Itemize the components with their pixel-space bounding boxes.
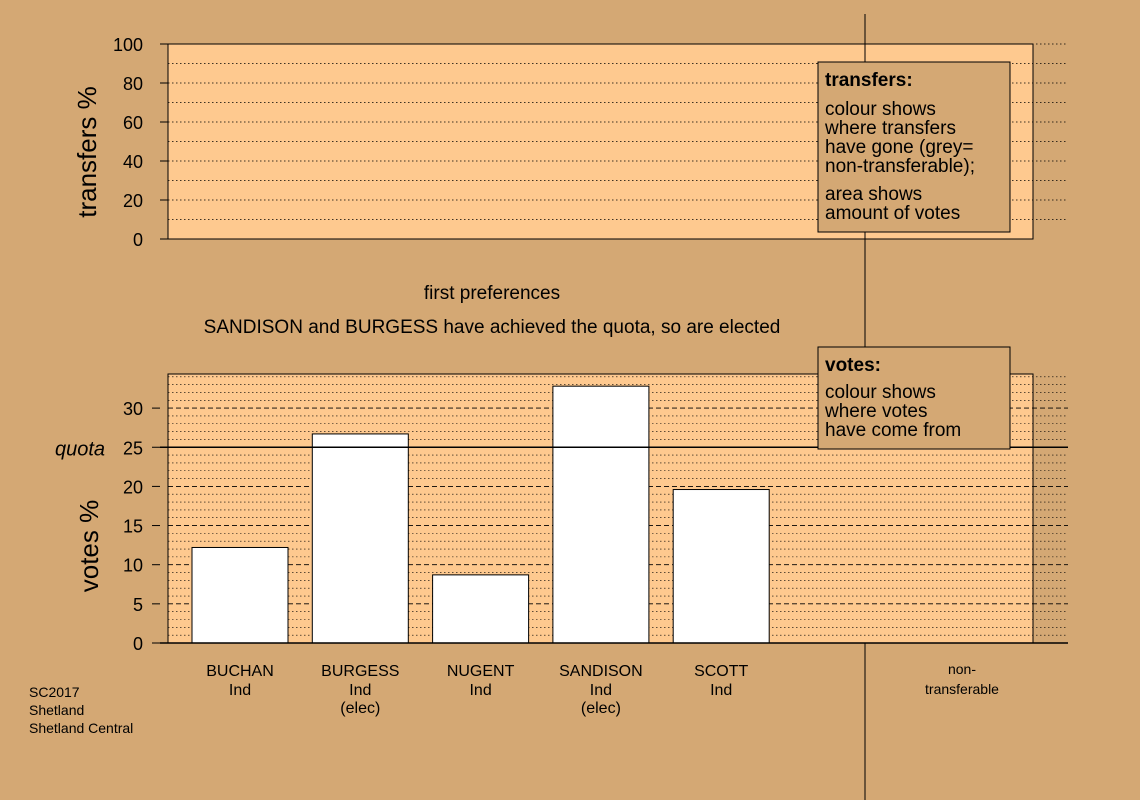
votes-tick-label: 25	[123, 438, 143, 458]
transfers-legend-line-2: where transfers	[824, 118, 956, 139]
candidate-party: Ind	[349, 682, 371, 699]
transfers-legend-line-3: have gone (grey=	[825, 137, 973, 158]
transfers-tick-label: 20	[123, 191, 143, 211]
votes-legend: votes: colour shows where votes have com…	[817, 346, 1011, 450]
bar-buchan	[191, 546, 289, 644]
transfers-tick-label: 60	[123, 113, 143, 133]
candidate-party: Ind	[710, 682, 732, 699]
quota-label: quota	[55, 438, 105, 460]
transfers-tick-label: 40	[123, 152, 143, 172]
candidate-name: SANDISON	[559, 663, 643, 680]
nontransferable-label-line-2: transferable	[925, 681, 999, 697]
candidate-name: BURGESS	[321, 663, 399, 680]
votes-y-ticks: 0 5 10 15 20 25 30	[123, 399, 160, 654]
transfers-legend-line-5: area shows	[825, 184, 922, 205]
votes-tick-label: 15	[123, 517, 143, 537]
votes-bars	[191, 385, 770, 644]
candidate-name: SCOTT	[694, 663, 748, 680]
votes-legend-line-1: colour shows	[825, 382, 936, 403]
bar-nugent	[432, 574, 530, 644]
stage-note: SANDISON and BURGESS have achieved the q…	[204, 317, 781, 338]
bar-scott	[672, 489, 770, 644]
transfers-legend: transfers: colour shows where transfers …	[817, 61, 1011, 233]
votes-tick-label: 30	[123, 399, 143, 419]
candidate-name: BUCHAN	[206, 663, 274, 680]
candidate-party: Ind	[229, 682, 251, 699]
votes-tick-label: 20	[123, 477, 143, 497]
votes-tick-label: 0	[133, 634, 143, 654]
bar-burgess	[311, 433, 409, 644]
transfers-tick-label: 0	[133, 230, 143, 250]
candidate-party: Ind	[469, 682, 491, 699]
votes-legend-title: votes:	[825, 355, 881, 376]
nontransferable-label-line-1: non-	[948, 661, 976, 677]
stage-title: first preferences	[424, 283, 560, 304]
bar-sandison	[552, 385, 650, 644]
transfers-tick-label: 100	[113, 35, 143, 55]
transfers-tick-label: 80	[123, 74, 143, 94]
footer-election: SC2017	[29, 684, 80, 700]
votes-tick-label: 5	[133, 595, 143, 615]
candidate-status: (elec)	[581, 700, 621, 717]
transfers-y-axis-label: transfers %	[72, 86, 102, 218]
votes-tick-label: 10	[123, 556, 143, 576]
transfers-legend-line-1: colour shows	[825, 99, 936, 120]
candidate-status: (elec)	[340, 700, 380, 717]
candidate-party: Ind	[590, 682, 612, 699]
transfers-legend-line-6: amount of votes	[825, 203, 960, 224]
transfers-legend-title: transfers:	[825, 70, 913, 91]
transfers-legend-line-4: non-transferable);	[825, 156, 975, 177]
footer-ward: Shetland Central	[29, 720, 133, 736]
votes-legend-line-3: have come from	[825, 420, 961, 441]
votes-legend-line-2: where votes	[824, 401, 927, 422]
votes-y-axis-label: votes %	[74, 500, 104, 593]
transfers-y-ticks: 0 20 40 60 80 100	[113, 35, 168, 250]
transfers-legend-box	[817, 61, 1011, 233]
votes-legend-box	[817, 346, 1011, 450]
footer-council: Shetland	[29, 702, 84, 718]
candidate-name: NUGENT	[447, 663, 515, 680]
candidate-labels: BUCHANIndBURGESSInd(elec)NUGENTIndSANDIS…	[206, 663, 748, 717]
